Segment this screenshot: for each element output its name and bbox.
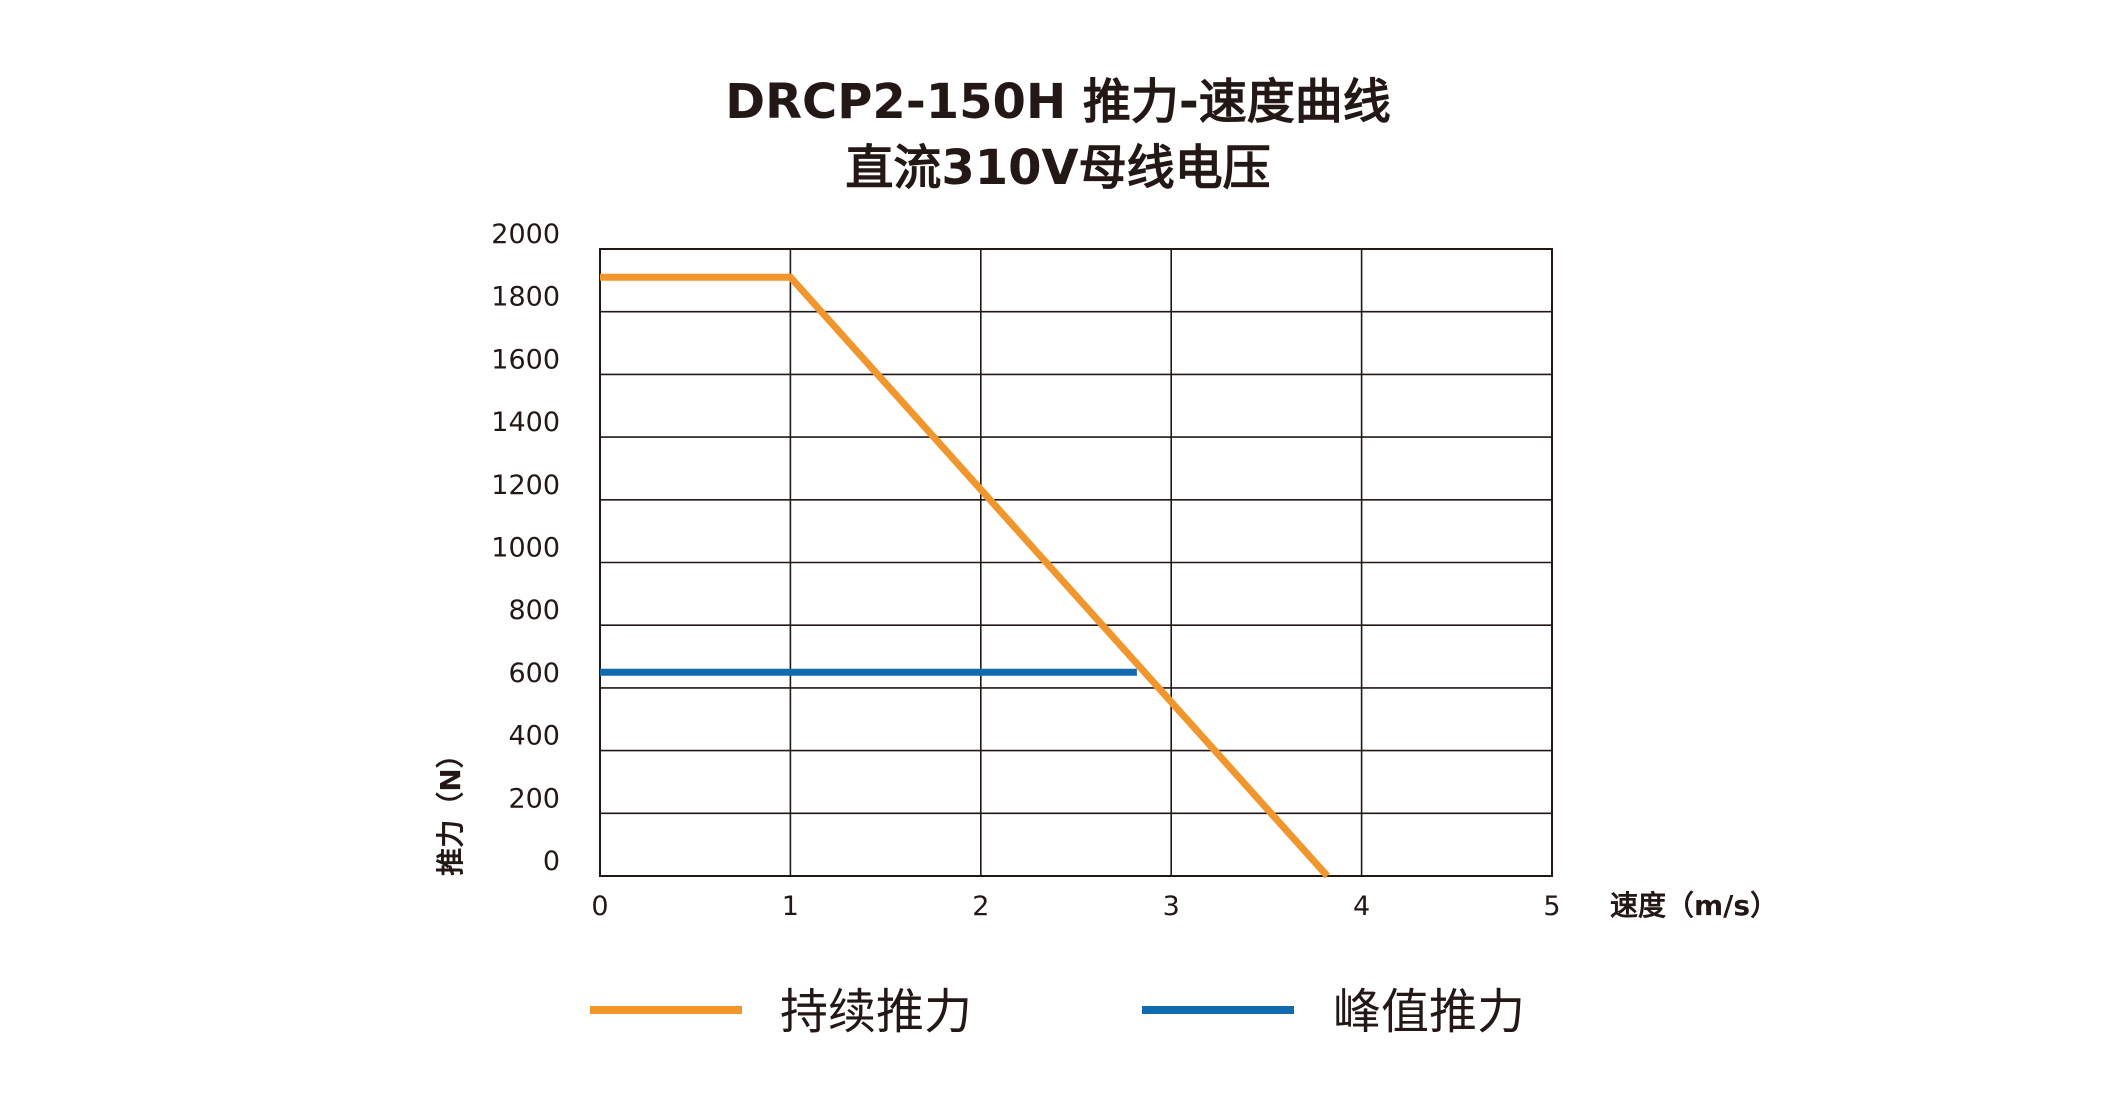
plot-frame [599,248,1553,877]
x-tick-label-4: 4 [1353,891,1370,922]
y-tick-label-800: 800 [508,595,560,626]
grid [599,248,1553,877]
chart-subtitle: 直流310V母线电压 [845,140,1270,196]
y-axis-label: 推力（N） [434,740,467,875]
legend-label-continuous-thrust: 持续推力 [780,984,972,1040]
x-tick-label-0: 0 [591,891,608,922]
y-tick-label-1800: 1800 [491,282,560,313]
y-tick-label-1400: 1400 [491,407,560,438]
x-tick-label-2: 2 [972,891,989,922]
legend-label-peak-thrust: 峰值推力 [1333,984,1525,1040]
y-tick-label-1600: 1600 [491,344,560,375]
y-tick-label-0: 0 [543,846,560,877]
x-axis-ticks: 0 1 2 3 4 5 [591,891,1560,922]
y-axis-ticks: 0 200 400 600 800 1000 1200 1400 1600 1800 2000 [491,219,560,877]
y-tick-label-1200: 1200 [491,470,560,501]
y-tick-label-200: 200 [508,783,560,814]
y-tick-label-2000: 2000 [491,219,560,250]
y-tick-label-400: 400 [508,721,560,752]
legend: 持续推力 峰值推力 [590,984,1525,1040]
series [600,273,1330,879]
y-tick-label-600: 600 [508,658,560,689]
x-tick-label-3: 3 [1163,891,1180,922]
series-line-continuous-thrust [600,273,1330,879]
chart-title: DRCP2-150H 推力-速度曲线 [725,74,1391,130]
x-axis-label: 速度（m/s） [1610,889,1778,922]
x-tick-label-1: 1 [782,891,799,922]
y-tick-label-1000: 1000 [491,533,560,564]
x-tick-label-5: 5 [1543,891,1560,922]
